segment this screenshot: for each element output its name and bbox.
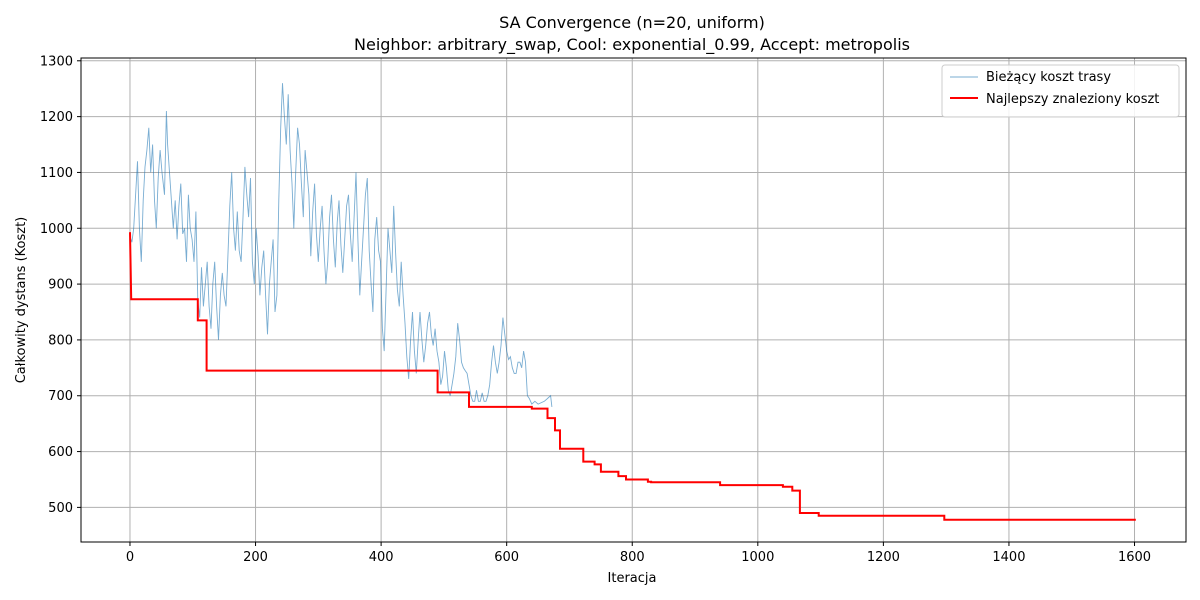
series-line-current-cost (129, 83, 553, 407)
y-tick-label-8: 1300 (40, 54, 73, 69)
y-tick-label-3: 800 (48, 333, 73, 348)
y-axis-label: Całkowity dystans (Koszt) (14, 217, 29, 384)
y-tick-label-5: 1000 (40, 222, 73, 237)
x-tick-label-0: 0 (126, 550, 134, 565)
plot-series (129, 83, 1136, 521)
y-tick-label-2: 700 (48, 389, 73, 404)
y-tick-label-1: 600 (48, 445, 73, 460)
chart-title: SA Convergence (n=20, uniform) (499, 13, 765, 32)
x-tick-label-2: 400 (369, 550, 394, 565)
legend-label-current: Bieżący koszt trasy (986, 70, 1111, 85)
legend-label-best: Najlepszy znaleziony koszt (986, 92, 1159, 107)
x-tick-label-6: 1200 (867, 550, 900, 565)
x-tick-label-7: 1400 (992, 550, 1025, 565)
chart-subtitle: Neighbor: arbitrary_swap, Cool: exponent… (354, 35, 910, 55)
x-tick-label-1: 200 (243, 550, 268, 565)
y-tick-label-0: 500 (48, 501, 73, 516)
x-tick-label-3: 600 (494, 550, 519, 565)
legend: Bieżący koszt trasy Najlepszy znaleziony… (941, 64, 1180, 118)
y-tick-label-4: 900 (48, 278, 73, 293)
y-tick-label-7: 1200 (40, 110, 73, 125)
x-tick-label-5: 1000 (741, 550, 774, 565)
x-tick-label-4: 800 (620, 550, 645, 565)
x-axis-ticks: 0 200 400 600 800 1000 1200 1400 1600 (126, 542, 1151, 565)
series-line-best-cost (129, 232, 1136, 521)
grid-lines (81, 58, 1186, 542)
y-tick-label-6: 1100 (40, 166, 73, 181)
plot-frame (80, 57, 1187, 543)
legend-box (941, 64, 1180, 118)
x-tick-label-8: 1600 (1118, 550, 1151, 565)
x-axis-label: Iteracja (608, 571, 657, 586)
y-axis-ticks: 500 600 700 800 900 1000 1100 1200 1300 (40, 54, 81, 516)
